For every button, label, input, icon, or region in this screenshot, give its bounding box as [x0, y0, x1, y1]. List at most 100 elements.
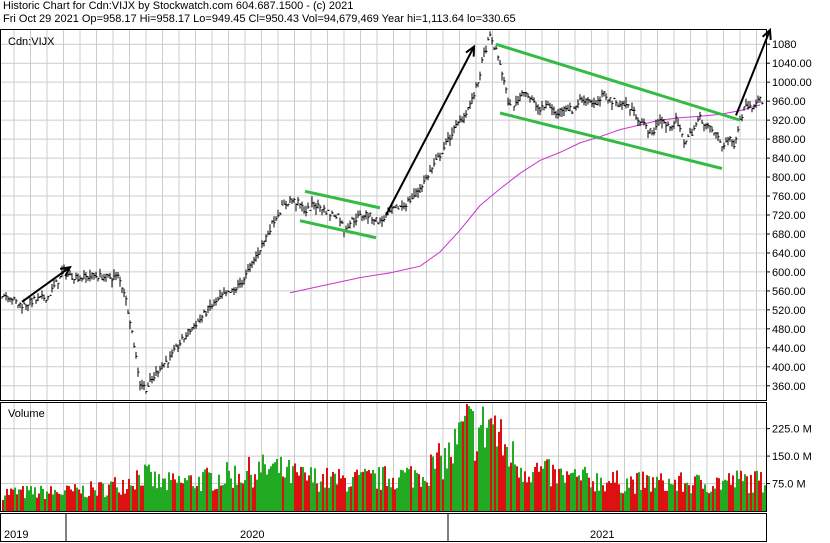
- volume-bar: [394, 489, 396, 511]
- volume-bar: [272, 463, 274, 511]
- volume-bar: [150, 471, 152, 511]
- volume-bar: [408, 469, 410, 511]
- price-tick-label: 1000.00: [772, 77, 812, 89]
- volume-bar: [304, 472, 306, 511]
- volume-bar: [276, 458, 278, 511]
- volume-bar: [514, 464, 516, 511]
- volume-bar: [594, 491, 596, 511]
- volume-bar: [478, 427, 480, 511]
- volume-bar: [748, 493, 750, 511]
- volume-panel-frame: [0, 402, 767, 512]
- volume-bar: [302, 467, 304, 511]
- volume-bar: [420, 486, 422, 511]
- volume-bar: [246, 470, 248, 511]
- volume-bar: [120, 494, 122, 511]
- volume-bar: [222, 485, 224, 511]
- volume-bar: [564, 482, 566, 511]
- volume-bar: [520, 467, 522, 511]
- volume-bar: [750, 474, 752, 511]
- volume-bar: [260, 472, 262, 511]
- price-tick-label: 1080: [772, 39, 796, 51]
- volume-bar: [300, 466, 302, 511]
- volume-bar: [60, 494, 62, 511]
- chart-header-quote: Fri Oct 29 2021 Op=958.17 Hi=958.17 Lo=9…: [3, 13, 516, 25]
- volume-bar: [240, 482, 242, 511]
- volume-bar: [720, 489, 722, 511]
- volume-bar: [476, 451, 478, 511]
- volume-bar: [202, 472, 204, 511]
- volume-bar: [196, 485, 198, 511]
- volume-bar: [156, 488, 158, 511]
- volume-bar: [370, 473, 372, 511]
- volume-bar: [144, 464, 146, 511]
- volume-bar: [358, 474, 360, 511]
- volume-bar: [322, 473, 324, 511]
- volume-bar: [466, 403, 468, 511]
- volume-bar: [568, 474, 570, 511]
- volume-bar: [530, 482, 532, 511]
- volume-bar: [376, 488, 378, 511]
- volume-bar: [484, 447, 486, 511]
- volume-bar: [108, 484, 110, 511]
- volume-bar: [642, 471, 644, 511]
- volume-bar: [24, 498, 26, 511]
- volume-bar: [342, 475, 344, 511]
- volume-bar: [604, 491, 606, 511]
- volume-bar: [722, 480, 724, 511]
- volume-bar: [262, 454, 264, 511]
- price-tick-label: 720.00: [772, 210, 806, 222]
- volume-bar: [76, 487, 78, 511]
- volume-bar: [434, 468, 436, 511]
- volume-bar: [600, 477, 602, 511]
- price-tick-label: 1040.00: [772, 58, 812, 70]
- price-tick-label: 960.00: [772, 96, 806, 108]
- volume-bar: [450, 456, 452, 511]
- volume-bar: [122, 479, 124, 511]
- volume-bar: [570, 473, 572, 511]
- volume-bar: [704, 484, 706, 511]
- volume-bar: [528, 476, 530, 511]
- volume-bar: [670, 484, 672, 511]
- volume-bar: [280, 456, 282, 511]
- volume-bar: [506, 446, 508, 511]
- volume-bar: [742, 481, 744, 511]
- volume-bar: [660, 473, 662, 511]
- volume-bar: [28, 490, 30, 511]
- volume-bar: [482, 406, 484, 511]
- volume-bar: [36, 497, 38, 511]
- volume-bar: [68, 486, 70, 511]
- volume-bar: [500, 419, 502, 511]
- volume-bar: [464, 415, 466, 511]
- volume-bar: [646, 475, 648, 511]
- volume-bar: [622, 493, 624, 511]
- volume-bar: [576, 476, 578, 511]
- volume-bar: [724, 479, 726, 511]
- volume-bar: [536, 462, 538, 511]
- volume-bar: [628, 487, 630, 511]
- volume-bar: [524, 471, 526, 511]
- volume-bar: [314, 468, 316, 511]
- volume-bar: [166, 490, 168, 511]
- volume-bar: [616, 470, 618, 511]
- volume-bar: [84, 496, 86, 511]
- volume-bar: [10, 488, 12, 511]
- volume-bar: [346, 491, 348, 511]
- volume-bar: [252, 487, 254, 511]
- volume-bar: [760, 472, 762, 511]
- ticker-label: Cdn:VIJX: [8, 36, 55, 48]
- volume-bar: [544, 461, 546, 511]
- volume-bar: [454, 428, 456, 511]
- volume-bar: [740, 470, 742, 511]
- volume-bar: [496, 446, 498, 511]
- volume-bar: [66, 485, 68, 511]
- price-grid: [1, 30, 766, 400]
- year-label: 2020: [240, 529, 264, 541]
- trendline: [495, 42, 741, 122]
- volume-bar: [30, 486, 32, 511]
- volume-bar: [428, 485, 430, 511]
- volume-bar: [694, 476, 696, 511]
- volume-bar: [712, 486, 714, 511]
- volume-bar: [364, 468, 366, 511]
- price-tick-label: 480.00: [772, 324, 806, 336]
- volume-bar: [348, 487, 350, 511]
